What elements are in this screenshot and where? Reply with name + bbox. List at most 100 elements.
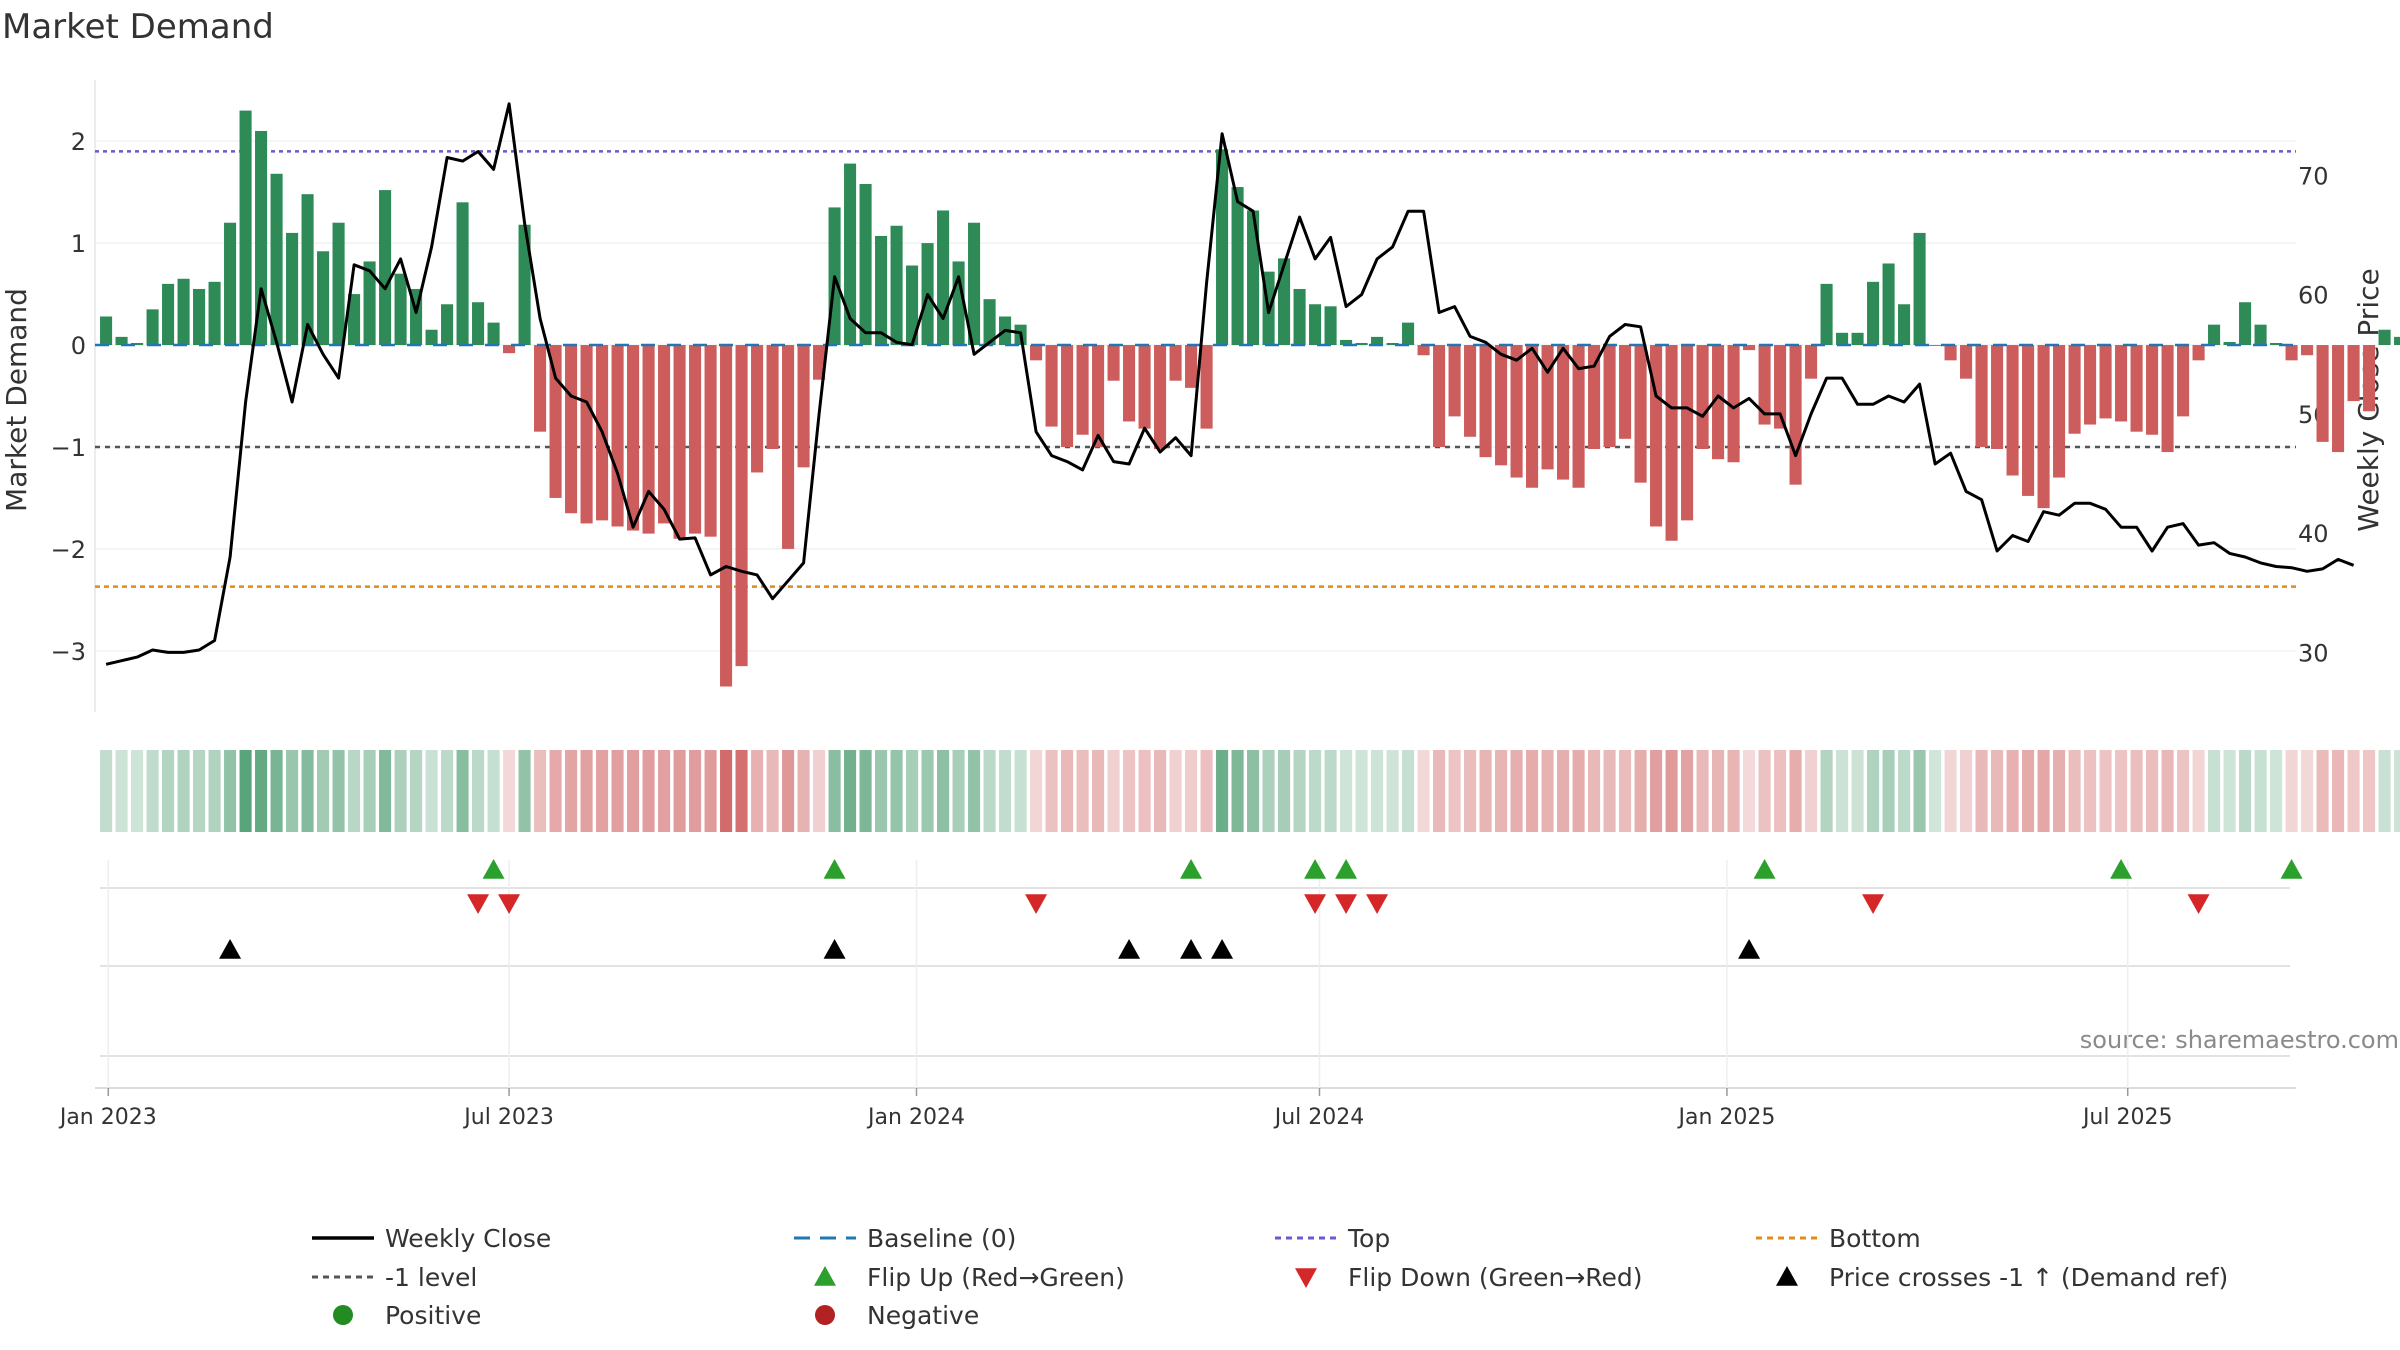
demand-bar bbox=[1836, 332, 1849, 346]
heat-cell bbox=[2177, 750, 2190, 832]
heat-cell bbox=[1216, 750, 1229, 832]
x-tick-label: Jul 2023 bbox=[462, 1105, 554, 1130]
flip-up-marker bbox=[1753, 859, 1776, 879]
flip-down-marker bbox=[1366, 894, 1389, 914]
heat-cell bbox=[317, 750, 330, 832]
heat-cell bbox=[2363, 750, 2376, 832]
heat-cell bbox=[1030, 750, 1043, 832]
flip-down-marker bbox=[498, 894, 521, 914]
demand-bar bbox=[2177, 345, 2190, 417]
legend-label: -1 level bbox=[385, 1263, 477, 1292]
heat-cell bbox=[1851, 750, 1864, 832]
heat-cell bbox=[751, 750, 764, 832]
heat-cell bbox=[1061, 750, 1074, 832]
demand-bar bbox=[1619, 345, 1632, 439]
heat-cell bbox=[270, 750, 283, 832]
demand-bar bbox=[1061, 345, 1074, 447]
source-label: source: sharemaestro.com bbox=[2080, 1026, 2399, 1054]
weekly-close-group bbox=[105, 102, 2355, 666]
heat-cell bbox=[1898, 750, 1911, 832]
heat-cell bbox=[859, 750, 872, 832]
chart-title: Market Demand bbox=[2, 7, 274, 47]
heat-cell bbox=[1727, 750, 1740, 832]
x-tick-label: Jan 2023 bbox=[58, 1105, 157, 1130]
heat-cell bbox=[1402, 750, 1415, 832]
heat-cell bbox=[301, 750, 314, 832]
demand-bar bbox=[2285, 345, 2298, 361]
heat-cell bbox=[1355, 750, 1368, 832]
price-cross-marker bbox=[1738, 939, 1761, 959]
heat-cell bbox=[1944, 750, 1957, 832]
heat-cell bbox=[2053, 750, 2066, 832]
demand-bar bbox=[1107, 345, 1120, 381]
demand-bar bbox=[2378, 329, 2391, 346]
demand-bar bbox=[1588, 345, 1601, 450]
heat-cell bbox=[797, 750, 810, 832]
demand-bar bbox=[2363, 345, 2376, 412]
heat-cell bbox=[1774, 750, 1787, 832]
demand-bar bbox=[1743, 345, 1756, 351]
y-tick-label-left: 0 bbox=[71, 332, 86, 360]
heat-cell bbox=[1836, 750, 1849, 832]
heat-cell bbox=[1634, 750, 1647, 832]
demand-bar bbox=[1309, 304, 1322, 346]
demand-bar bbox=[813, 345, 826, 380]
demand-bar bbox=[1991, 345, 2004, 450]
heat-cell bbox=[472, 750, 485, 832]
demand-bar bbox=[1216, 149, 1229, 346]
heat-cell bbox=[518, 750, 531, 832]
heat-cell bbox=[2161, 750, 2174, 832]
heat-cell bbox=[394, 750, 407, 832]
demand-bar bbox=[689, 345, 702, 534]
price-cross-marker bbox=[219, 939, 242, 959]
heat-cell bbox=[2378, 750, 2391, 832]
heat-cell bbox=[2037, 750, 2050, 832]
heat-cell bbox=[2270, 750, 2283, 832]
heat-cell bbox=[2301, 750, 2314, 832]
heat-cell bbox=[487, 750, 500, 832]
demand-bar bbox=[1200, 345, 1213, 429]
demand-bar bbox=[2192, 345, 2205, 361]
legend-triangle-down-swatch bbox=[1295, 1268, 1317, 1288]
legend: Weekly Close Baseline (0) Top Bottom -1 leve… bbox=[312, 1224, 2228, 1330]
demand-bar bbox=[1371, 336, 1384, 346]
heat-cell bbox=[766, 750, 779, 832]
x-tick-label: Jan 2025 bbox=[1676, 1105, 1775, 1130]
demand-bar bbox=[565, 345, 578, 514]
heat-cell bbox=[425, 750, 438, 832]
heat-cell bbox=[1293, 750, 1306, 832]
demand-bar bbox=[1867, 281, 1880, 346]
heat-cell bbox=[1262, 750, 1275, 832]
heat-cell bbox=[1154, 750, 1167, 832]
x-tick-label: Jan 2024 bbox=[866, 1105, 965, 1130]
price-cross-marker bbox=[1211, 939, 1234, 959]
demand-bar bbox=[1355, 342, 1368, 346]
demand-bar bbox=[2037, 345, 2050, 509]
demand-bar bbox=[239, 110, 252, 346]
demand-bar bbox=[2223, 341, 2236, 346]
demand-bar bbox=[1696, 345, 1709, 450]
heat-cell bbox=[611, 750, 624, 832]
heat-cell bbox=[549, 750, 562, 832]
weekly-close-line bbox=[105, 102, 2355, 666]
legend-label: Top bbox=[1347, 1224, 1390, 1253]
heat-cell bbox=[1929, 750, 1942, 832]
demand-bar bbox=[518, 224, 531, 346]
heat-cell bbox=[1092, 750, 1105, 832]
event-markers-group bbox=[219, 859, 2303, 959]
flip-up-marker bbox=[482, 859, 505, 879]
y-tick-label-right: 60 bbox=[2298, 282, 2329, 310]
demand-bar bbox=[751, 345, 764, 473]
heat-cell bbox=[2068, 750, 2081, 832]
heat-cell bbox=[2099, 750, 2112, 832]
demand-bar bbox=[115, 336, 128, 346]
demand-bar bbox=[2208, 324, 2221, 346]
heat-cell bbox=[999, 750, 1012, 832]
legend-circle-swatch bbox=[815, 1305, 835, 1325]
demand-bar bbox=[1851, 332, 1864, 346]
heat-cell bbox=[565, 750, 578, 832]
demand-bar bbox=[1758, 345, 1771, 425]
demand-bar bbox=[1417, 345, 1430, 356]
demand-bar bbox=[162, 283, 175, 346]
demand-bar bbox=[1572, 345, 1585, 488]
